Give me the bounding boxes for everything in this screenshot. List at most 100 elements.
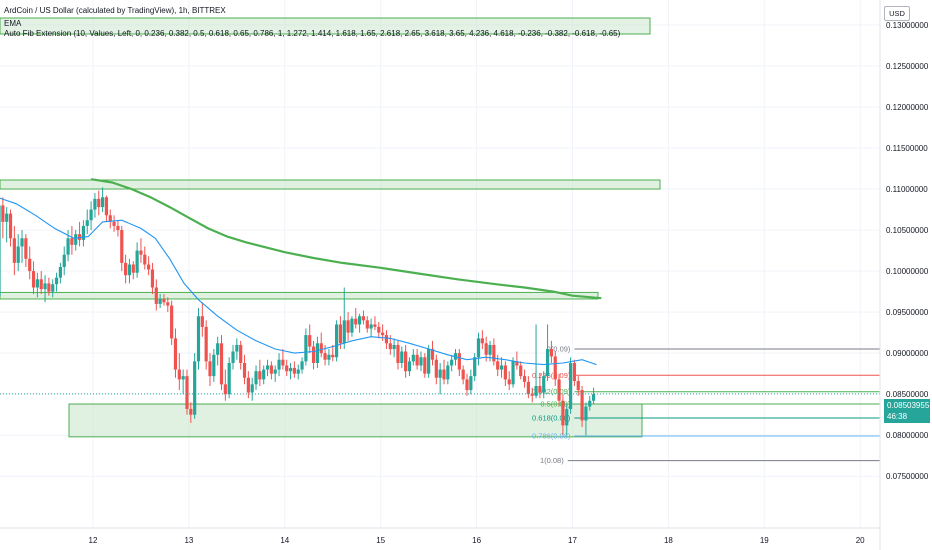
candle-body bbox=[47, 283, 51, 292]
time-tick-label: 17 bbox=[568, 536, 577, 545]
candle-body bbox=[143, 254, 147, 265]
candle-body bbox=[476, 338, 481, 358]
candle-body bbox=[89, 209, 93, 221]
candle-body bbox=[208, 361, 212, 377]
candle-body bbox=[377, 326, 381, 333]
candle-body bbox=[542, 376, 546, 393]
candle-body bbox=[427, 349, 431, 374]
candle-body bbox=[16, 246, 20, 263]
candle-body bbox=[584, 406, 588, 421]
candle-body bbox=[430, 349, 435, 360]
price-tick-label: 0.10000000 bbox=[886, 267, 929, 276]
fib-level-label: 0.786(0.08) bbox=[532, 432, 571, 441]
candle-body bbox=[116, 225, 120, 231]
candle-body bbox=[265, 365, 270, 370]
candle-body bbox=[166, 302, 170, 306]
candle-body bbox=[572, 362, 577, 382]
time-axis: 12 13 14 15 16 17 18 19 20 bbox=[0, 527, 880, 545]
price-tick-label: 0.11500000 bbox=[886, 144, 928, 153]
candle-body bbox=[66, 238, 70, 255]
candle-body bbox=[158, 298, 162, 304]
candle-body bbox=[120, 230, 124, 263]
candle-body bbox=[331, 354, 335, 358]
candle-body bbox=[522, 376, 527, 382]
candle-body bbox=[545, 349, 550, 377]
resistance-zone-top bbox=[0, 179, 661, 190]
candle-body bbox=[223, 384, 227, 395]
candle-body bbox=[553, 356, 557, 380]
fib-level-label: 1(0.08) bbox=[540, 456, 564, 465]
candle-body bbox=[591, 394, 596, 401]
time-tick-label: 18 bbox=[664, 536, 673, 545]
time-tick-label: 16 bbox=[472, 536, 481, 545]
candle-body bbox=[338, 324, 343, 344]
candle-body bbox=[503, 365, 507, 380]
candle-body bbox=[415, 354, 419, 366]
candle-body bbox=[334, 324, 339, 358]
time-tick-label: 20 bbox=[856, 536, 865, 545]
candle-body bbox=[43, 283, 47, 290]
currency-badge[interactable]: USD bbox=[884, 6, 910, 21]
candle-body bbox=[488, 344, 492, 355]
candle-body bbox=[246, 377, 250, 393]
candle-body bbox=[173, 338, 178, 370]
candle-body bbox=[281, 359, 285, 366]
bar-countdown: 46:38 bbox=[887, 412, 908, 421]
candle-body bbox=[93, 198, 97, 210]
candle-body bbox=[58, 266, 62, 278]
candle-body bbox=[250, 384, 254, 393]
candle-body bbox=[181, 376, 185, 380]
candle-body bbox=[400, 351, 404, 363]
candle-body bbox=[5, 213, 9, 222]
candle-body bbox=[296, 369, 300, 374]
candle-body bbox=[0, 205, 1, 296]
candle-body bbox=[358, 316, 362, 325]
candle-body bbox=[396, 344, 400, 363]
candle-body bbox=[419, 357, 423, 366]
candle-body bbox=[227, 362, 231, 395]
fib-extension-levels: 0(0.09) 0.236(0.09) 0.382(0.09) 0.5(0.08) 0.… bbox=[532, 345, 880, 465]
candle-body bbox=[104, 197, 109, 216]
candle-body bbox=[327, 354, 331, 360]
candle-body bbox=[200, 316, 204, 327]
candle-body bbox=[139, 250, 143, 255]
indicator-ema-label[interactable]: EMA bbox=[4, 19, 22, 28]
candle-body bbox=[8, 213, 13, 239]
price-tick-label: 0.13000000 bbox=[886, 21, 929, 30]
candle-body bbox=[254, 371, 258, 385]
fib-level-label: 0.5(0.08) bbox=[540, 400, 571, 409]
candle-body bbox=[492, 344, 496, 362]
resistance-zone-mid bbox=[0, 291, 599, 300]
candle-body bbox=[97, 198, 101, 208]
candle-body bbox=[285, 365, 289, 372]
time-tick-label: 19 bbox=[760, 536, 769, 545]
price-tick-label: 0.12500000 bbox=[886, 62, 929, 71]
candle-body bbox=[35, 279, 39, 288]
candle-body bbox=[534, 385, 538, 396]
candle-body bbox=[350, 318, 354, 333]
candle-body bbox=[39, 279, 43, 290]
candle-body bbox=[193, 361, 197, 415]
candle-body bbox=[24, 238, 28, 259]
candle-body bbox=[304, 335, 308, 362]
candle-body bbox=[434, 359, 438, 378]
candle-body bbox=[404, 351, 408, 372]
candle-body bbox=[262, 369, 266, 380]
candle-body bbox=[392, 344, 396, 350]
grid bbox=[0, 0, 880, 528]
current-price-value: 0.08503955 bbox=[887, 401, 930, 410]
fib-level-label: 0(0.09) bbox=[547, 345, 571, 354]
candle-body bbox=[28, 258, 32, 272]
candle-body bbox=[369, 324, 373, 329]
indicator-fib-label[interactable]: Auto Fib Extension (10, Values, Left, 0,… bbox=[4, 29, 621, 38]
candle-body bbox=[407, 361, 412, 372]
candle-body bbox=[565, 408, 569, 426]
candle-body bbox=[170, 305, 174, 339]
candle-body bbox=[189, 408, 193, 415]
candle-body bbox=[354, 318, 358, 325]
candle-body bbox=[131, 264, 135, 273]
candle-body bbox=[269, 365, 273, 374]
price-tick-label: 0.10500000 bbox=[886, 226, 929, 235]
candle-body bbox=[185, 376, 189, 409]
